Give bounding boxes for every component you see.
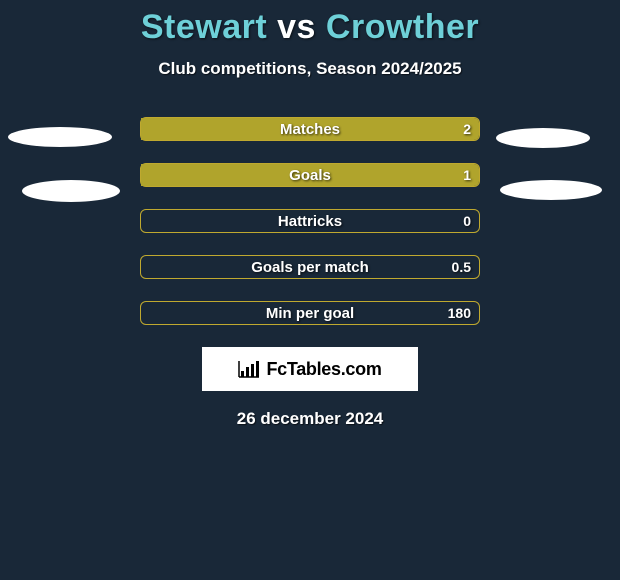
player2-name: Crowther [326, 8, 479, 46]
stat-row: 2Matches [140, 117, 480, 141]
stat-row: 0Hattricks [140, 209, 480, 233]
stats-block: 2Matches 1Goals 0Hattricks 0.5Goals per mat… [0, 117, 620, 325]
decorative-ellipse [8, 127, 112, 147]
stat-row: 180Min per goal [140, 301, 480, 325]
stat-value-left [149, 118, 159, 140]
barchart-icon [238, 360, 260, 378]
stat-value-right: 180 [448, 302, 471, 324]
stat-value-right: 0.5 [452, 256, 471, 278]
stat-fill-right [141, 118, 479, 140]
infographic-container: Stewart vs Crowther Club competitions, S… [0, 0, 620, 580]
brand-text: FcTables.com [266, 359, 381, 380]
stat-fill-right [141, 164, 479, 186]
decorative-ellipse [496, 128, 590, 148]
vs-text: vs [277, 8, 316, 46]
stat-row: 0.5Goals per match [140, 255, 480, 279]
brand-box: FcTables.com [202, 347, 418, 391]
stat-row: 1Goals [140, 163, 480, 187]
page-title: Stewart vs Crowther [0, 0, 620, 47]
stat-value-left [149, 256, 159, 278]
subtitle: Club competitions, Season 2024/2025 [0, 59, 620, 79]
stat-value-right: 1 [463, 164, 471, 186]
stat-value-left [149, 210, 159, 232]
stat-value-left [149, 302, 159, 324]
stat-label: Min per goal [141, 302, 479, 324]
stat-value-right: 2 [463, 118, 471, 140]
stat-label: Hattricks [141, 210, 479, 232]
player1-name: Stewart [141, 8, 267, 46]
date-text: 26 december 2024 [0, 409, 620, 429]
decorative-ellipse [22, 180, 120, 202]
decorative-ellipse [500, 180, 602, 200]
stat-value-right: 0 [463, 210, 471, 232]
stat-label: Goals per match [141, 256, 479, 278]
stat-value-left [149, 164, 159, 186]
